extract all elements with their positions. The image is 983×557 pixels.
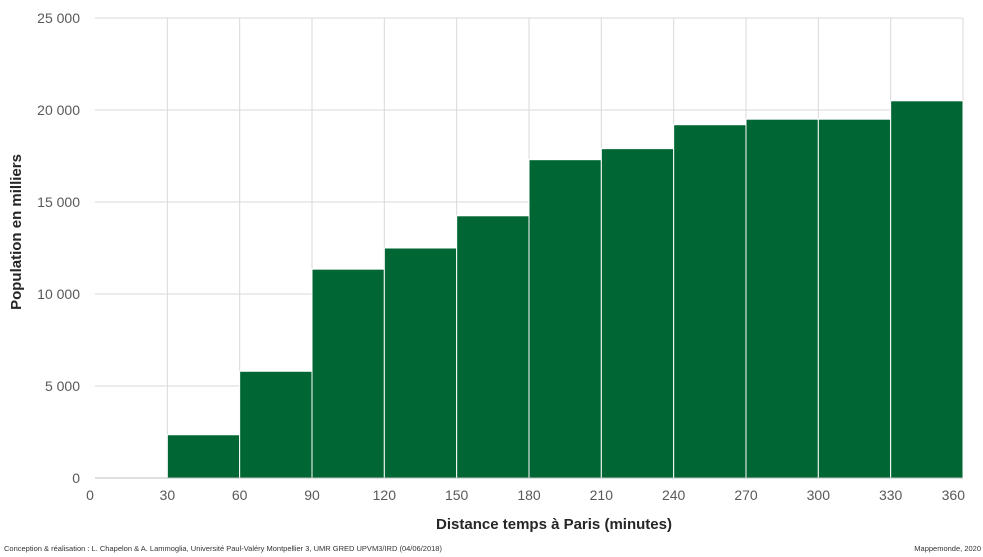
x-tick-label: 240 [662,487,686,503]
histogram-bar [456,215,530,479]
y-tick-label: 20 000 [37,102,80,118]
histogram-chart: 0 5 000 10 000 15 000 20 000 25 000 0 30 60 90 120… [8,10,965,533]
x-tick-label: 30 [160,487,176,503]
x-tick-label: 300 [807,487,831,503]
histogram-bar [528,159,602,479]
x-tick-label: 270 [734,487,758,503]
x-tick-label: 360 [942,487,966,503]
credit-text: Conception & réalisation : L. Chapelon &… [4,544,442,553]
histogram-bar [817,118,892,479]
x-tick-label: 330 [879,487,903,503]
y-tick-label: 0 [72,470,80,486]
x-tick-label: 180 [517,487,541,503]
histogram-bar [239,370,313,479]
source-text: Mappemonde, 2020 [914,544,981,553]
histogram-bar [600,148,675,479]
x-tick-label: 150 [445,487,469,503]
histogram-bar [673,124,747,479]
y-tick-label: 25 000 [37,10,80,26]
x-tick-label: 210 [590,487,614,503]
y-axis-title: Population en milliers [8,154,25,310]
histogram-bar [890,100,964,479]
histogram-bar [311,268,385,479]
histogram-bar [166,434,241,479]
histogram-bar [383,247,458,479]
x-tick-label: 120 [373,487,397,503]
histogram-bar [745,118,819,479]
bars [166,100,964,479]
y-tick-label: 15 000 [37,194,80,210]
x-tick-label: 90 [304,487,320,503]
x-tick-label: 0 [86,487,94,503]
x-tick-label: 60 [232,487,248,503]
axes: 0 5 000 10 000 15 000 20 000 25 000 0 30 60 90 120… [37,10,965,503]
x-axis-title: Distance temps à Paris (minutes) [436,516,672,533]
y-tick-label: 10 000 [37,286,80,302]
y-tick-label: 5 000 [45,378,80,394]
